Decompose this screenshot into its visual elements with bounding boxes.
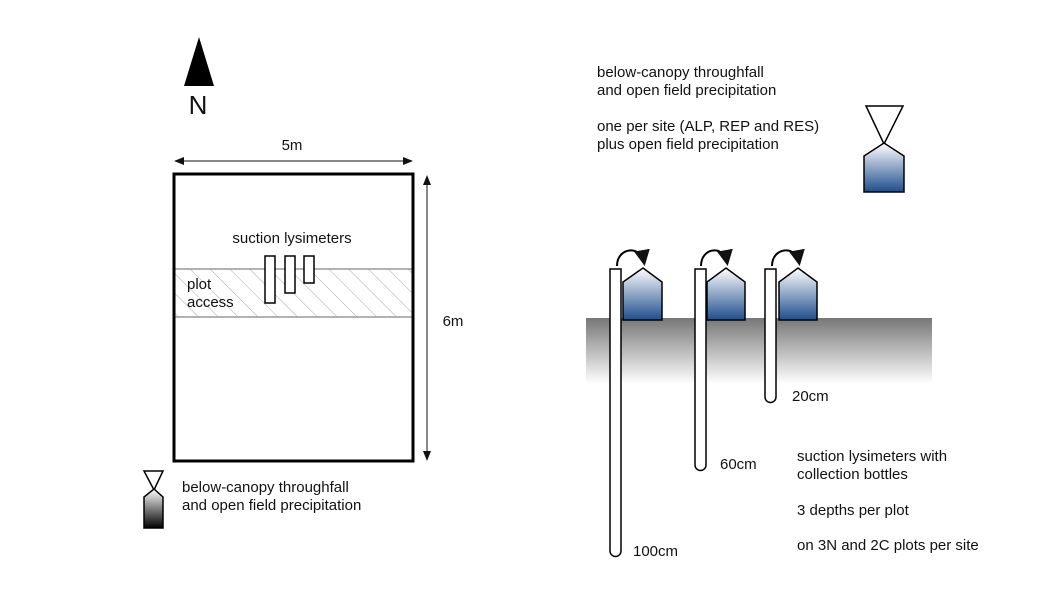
funnel-icon [864,105,905,146]
lysimeter-marker [284,255,296,294]
collection-bottle-icon [622,267,663,321]
bottle-icon [863,142,905,193]
north-arrow-icon [184,37,214,86]
lysimeter-notes: suction lysimeters with collection bottl… [797,448,979,554]
precipitation-description: below-canopy throughfall and open field … [597,64,905,193]
transfer-arrow-icon [700,248,733,267]
funnel-icon [142,470,165,492]
depth-label: 100cm [633,543,678,560]
access-label-line1: plot [187,276,212,293]
north-arrow: N [184,37,214,120]
bottle-icon [143,488,164,529]
legend-left-line1: below-canopy throughfall [182,479,349,496]
plot-plan: 5m 6m suction lysimeters plot access [172,137,464,463]
legend-left-line2: and open field precipitation [182,497,361,514]
plot-boundary [172,172,415,463]
width-label: 5m [282,137,303,154]
collection-bottle-icon [706,267,746,321]
soil-profile: 100cm 60cm 20cm [586,248,932,560]
note-line3: 3 depths per plot [797,502,910,519]
note-line2: collection bottles [797,466,908,483]
collection-bottle-icon [778,267,818,321]
lysimeter-marker [264,255,276,304]
right-top-line4: plus open field precipitation [597,136,779,153]
right-top-line1: below-canopy throughfall [597,64,764,81]
lysimeter-tube [694,268,707,472]
soil-layer [586,318,932,384]
transfer-arrow-icon [616,248,650,267]
right-top-line2: and open field precipitation [597,82,776,99]
lysimeter-100cm: 100cm [609,248,678,560]
note-line4: on 3N and 2C plots per site [797,537,979,554]
transfer-arrow-icon [771,248,805,267]
depth-label: 60cm [720,456,757,473]
lysimeter-label: suction lysimeters [232,230,351,247]
legend-collector: below-canopy throughfall and open field … [142,470,361,529]
depth-label: 20cm [792,388,829,405]
lysimeter-marker [303,255,315,284]
lysimeter-60cm: 60cm [694,248,757,473]
note-line1: suction lysimeters with [797,448,947,465]
access-label-line2: access [187,294,234,311]
lysimeter-tube [764,268,777,404]
right-top-line3: one per site (ALP, REP and RES) [597,118,819,135]
height-label: 6m [443,313,464,330]
lysimeter-20cm: 20cm [764,248,829,405]
lysimeter-tube [609,268,622,558]
north-label: N [189,90,208,120]
